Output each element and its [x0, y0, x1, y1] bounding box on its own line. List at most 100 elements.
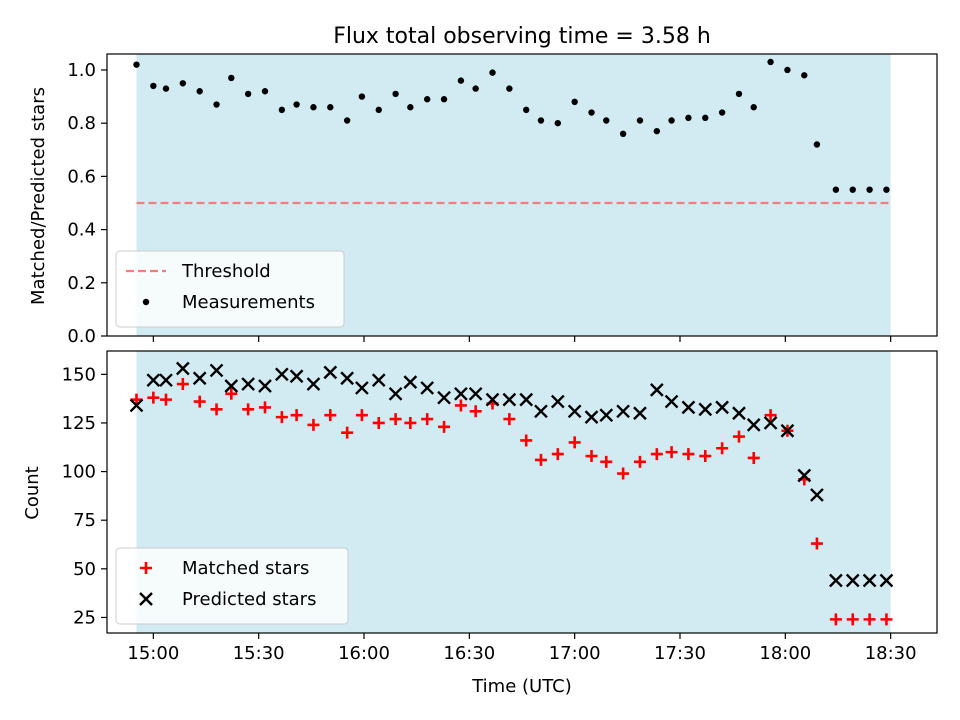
data-point-matched-stars — [372, 416, 385, 429]
data-point-measurements — [784, 66, 791, 74]
data-point-measurements — [750, 104, 757, 111]
y-tick-label: 25 — [73, 607, 96, 628]
data-point-predicted-stars — [534, 404, 548, 419]
legend-label: Matched stars — [182, 558, 309, 579]
x-tick-label: 18:30 — [865, 643, 917, 664]
data-point-predicted-stars — [763, 416, 778, 430]
data-point-measurements — [278, 106, 286, 114]
ratio-panel: 0.0 0.2 0.4 0.6 0.8 1.0 Threshold Measurements — [67, 53, 938, 347]
data-point-measurements — [668, 117, 675, 124]
data-point-matched-stars — [193, 395, 206, 408]
data-point-measurements — [735, 90, 743, 98]
legend-label: Measurements — [182, 292, 315, 313]
data-point-predicted-stars — [175, 361, 190, 376]
data-point-predicted-stars — [355, 381, 369, 395]
data-point-matched-stars — [176, 378, 189, 391]
x-axis-label: Time (UTC) — [471, 676, 572, 697]
y-tick-label: 0.2 — [67, 273, 96, 294]
data-point-measurements — [523, 106, 530, 114]
x-tick-label: 16:30 — [443, 643, 495, 664]
data-point-predicted-stars — [159, 373, 173, 388]
y-tick-label: 50 — [73, 559, 96, 580]
data-point-matched-stars — [307, 418, 320, 431]
data-point-matched-stars — [503, 413, 516, 426]
y-tick-label: 100 — [62, 462, 96, 483]
axes-frame — [106, 350, 938, 634]
data-point-measurements — [554, 119, 562, 127]
data-point-predicted-stars — [241, 377, 255, 391]
legend-label: Threshold — [181, 261, 271, 282]
data-point-predicted-stars — [746, 418, 761, 432]
legend-marker — [140, 562, 152, 574]
data-point-measurements — [571, 98, 578, 106]
data-point-measurements — [424, 96, 431, 103]
data-point-matched-stars — [290, 409, 303, 422]
data-point-measurements — [718, 109, 726, 116]
y-tick-label: 150 — [62, 364, 96, 385]
data-point-predicted-stars — [274, 367, 289, 382]
data-point-measurements — [133, 61, 140, 68]
data-point-predicted-stars — [129, 398, 144, 413]
data-point-predicted-stars — [698, 402, 713, 417]
data-point-predicted-stars — [862, 573, 877, 588]
legend-marker — [139, 592, 153, 606]
x-tick-label: 15:30 — [233, 643, 285, 664]
data-point-predicted-stars — [258, 379, 272, 393]
y-axis-label-count: Count — [22, 466, 43, 519]
legend: Matched stars Predicted stars — [115, 547, 349, 625]
data-point-predicted-stars — [780, 423, 795, 438]
data-point-matched-stars — [863, 613, 876, 626]
data-point-matched-stars — [682, 448, 695, 461]
data-point-matched-stars — [469, 405, 482, 418]
y-tick-label: 0.4 — [67, 220, 96, 241]
data-point-predicted-stars — [550, 394, 565, 409]
data-point-measurements — [832, 186, 840, 193]
legend-box — [115, 250, 345, 328]
data-point-measurements — [866, 186, 873, 193]
data-point-matched-stars — [341, 426, 354, 439]
data-point-matched-stars — [810, 537, 823, 550]
x-tick-label: 17:00 — [549, 643, 601, 664]
data-point-measurements — [537, 117, 545, 124]
data-point-matched-stars — [764, 409, 777, 422]
y-tick-label: 75 — [73, 510, 96, 531]
data-point-measurements — [261, 88, 269, 95]
y-axis-label-ratio: Matched/Predicted stars — [28, 87, 49, 305]
data-point-measurements — [162, 85, 170, 92]
data-point-predicted-stars — [664, 394, 679, 409]
data-point-predicted-stars — [879, 573, 894, 588]
data-point-matched-stars — [585, 450, 598, 463]
data-point-measurements — [801, 72, 808, 79]
y-tick-label: 0.8 — [67, 113, 96, 134]
data-point-measurements — [685, 114, 692, 122]
data-point-predicted-stars — [616, 404, 630, 419]
data-point-matched-stars — [665, 446, 678, 459]
x-tick-label: 16:00 — [338, 643, 390, 664]
data-point-predicted-stars — [584, 410, 599, 424]
data-point-measurements — [883, 186, 890, 193]
data-point-predicted-stars — [732, 406, 746, 421]
x-tick-label: 17:30 — [654, 643, 706, 664]
y-tick-label: 1.0 — [67, 60, 96, 81]
x-tick-label: 15:00 — [127, 643, 179, 664]
data-point-matched-stars — [225, 387, 238, 400]
data-point-matched-stars — [880, 613, 893, 626]
legend-box — [115, 547, 349, 625]
data-point-measurements — [196, 88, 203, 95]
data-point-predicted-stars — [224, 379, 239, 393]
data-point-matched-stars — [130, 393, 143, 406]
data-point-measurements — [228, 74, 235, 82]
data-point-predicted-stars — [829, 573, 843, 588]
data-point-measurements — [327, 104, 334, 111]
data-point-predicted-stars — [567, 404, 582, 419]
data-point-matched-stars — [275, 411, 288, 424]
data-point-predicted-stars — [485, 392, 500, 407]
data-point-matched-stars — [650, 448, 663, 461]
data-point-matched-stars — [846, 613, 859, 626]
legend-marker — [142, 298, 150, 306]
data-point-predicted-stars — [388, 386, 403, 401]
data-point-predicted-stars — [323, 365, 338, 380]
data-point-measurements — [392, 90, 399, 98]
data-point-matched-stars — [438, 420, 451, 433]
